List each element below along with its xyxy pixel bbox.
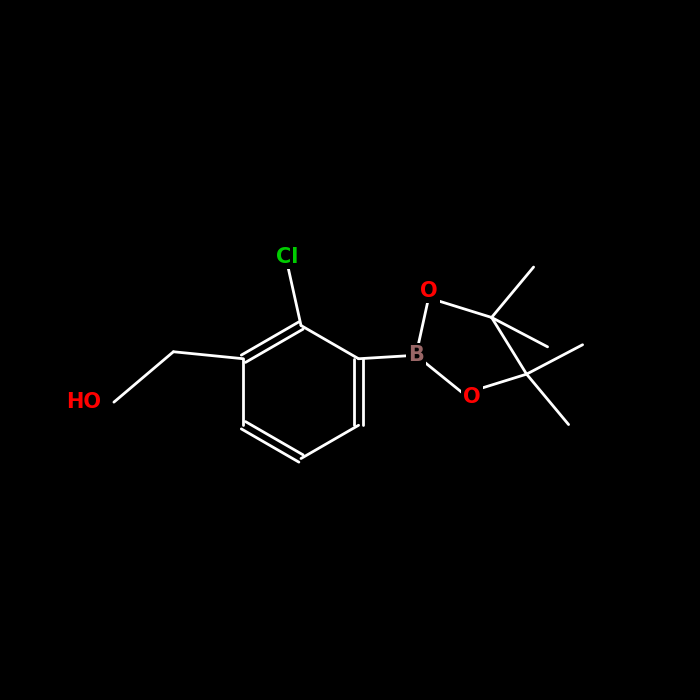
Text: O: O: [420, 281, 438, 301]
Text: Cl: Cl: [276, 247, 298, 267]
Text: O: O: [463, 387, 481, 407]
Text: HO: HO: [66, 392, 102, 412]
Text: B: B: [408, 345, 424, 365]
